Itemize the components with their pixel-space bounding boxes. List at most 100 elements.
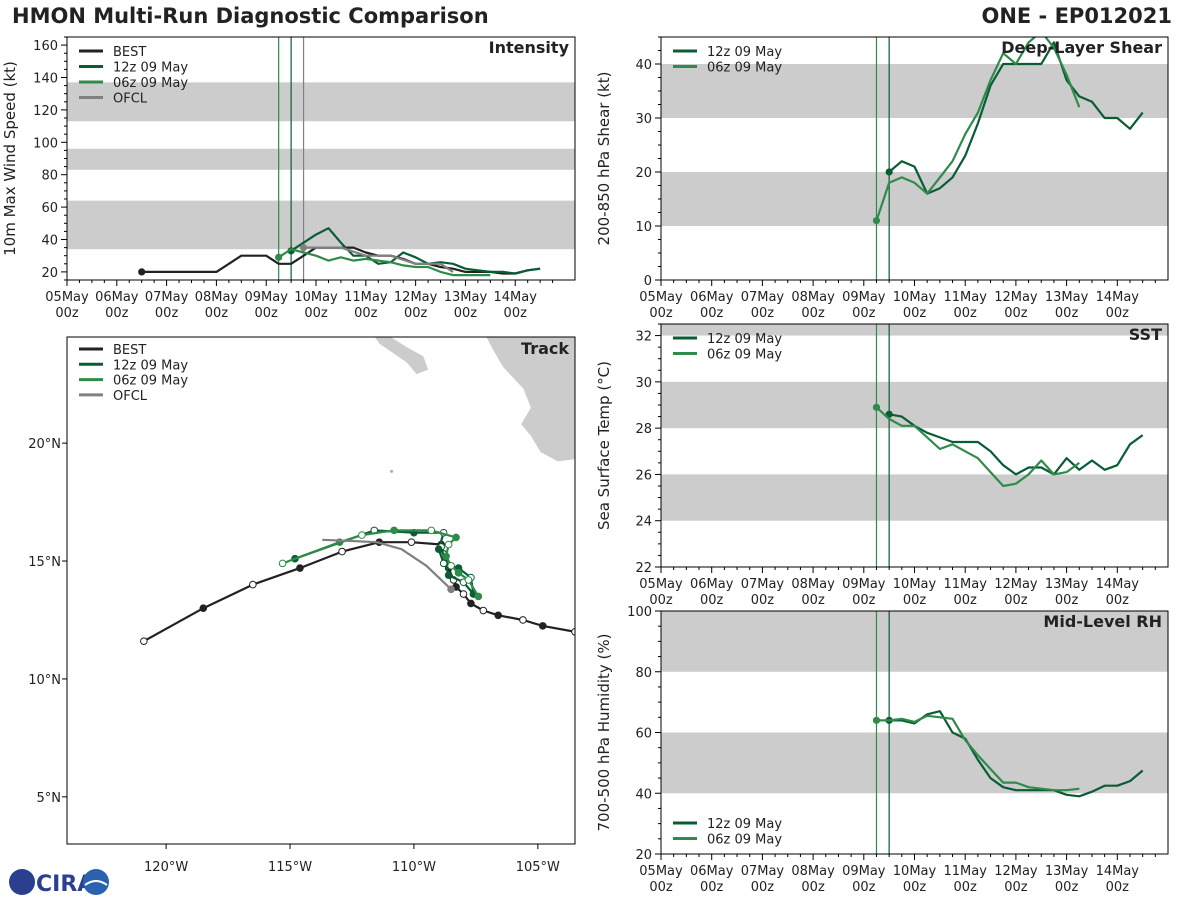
shear-xtick-label-hour-7: 00z <box>1004 306 1028 321</box>
track-point-06z-09-may <box>358 531 366 539</box>
intensity-ytick-label-3: 80 <box>41 169 58 184</box>
intensity-band-2 <box>67 82 575 122</box>
track-ytick-label-2: 15°N <box>28 555 61 570</box>
track-point-06z-09-may <box>442 552 450 561</box>
sst-ytick-label-1: 24 <box>635 515 652 530</box>
shear-xtick-label-hour-6: 00z <box>954 306 978 321</box>
intensity-xtick-label-day-9: 14May <box>494 290 538 305</box>
sst-legend-label-06z-09-may: 06z 09 May <box>707 348 782 363</box>
track-point-best <box>407 538 416 546</box>
track-xtick-label-0: 120°W <box>144 860 188 875</box>
rh-panel: 2040608010005May00z06May00z07May00z08May… <box>595 605 1169 895</box>
sst-xtick-label-day-1: 06May <box>690 577 734 592</box>
rh-band-0 <box>661 732 1168 794</box>
intensity-ytick-label-6: 140 <box>33 72 58 87</box>
emblem-wave <box>84 880 108 886</box>
intensity-xtick-label-hour-6: 00z <box>354 306 378 321</box>
track-legend-label-best: BEST <box>113 343 146 358</box>
rh-title: Mid-Level RH <box>1043 612 1162 631</box>
shear-ytick-label-1: 10 <box>635 220 652 235</box>
intensity-legend-label-best: BEST <box>113 45 146 60</box>
intensity-ytick-label-4: 100 <box>33 136 58 151</box>
sst-xtick-label-hour-9: 00z <box>1106 593 1130 608</box>
rh-ytick-label-2: 60 <box>635 727 652 742</box>
track-point-best <box>494 611 502 620</box>
sst-xtick-label-day-5: 10May <box>893 577 937 592</box>
track-point-best <box>571 627 575 636</box>
rh-xtick-label-hour-2: 00z <box>751 880 775 895</box>
sst-panel: 22242628303205May00z06May00z07May00z08Ma… <box>595 323 1169 608</box>
track-ytick-label-1: 10°N <box>28 673 61 688</box>
sst-title: SST <box>1129 325 1162 344</box>
rh-xtick-label-day-6: 11May <box>943 864 987 879</box>
track-point-06z-09-may <box>452 533 460 542</box>
intensity-xtick-label-hour-9: 00z <box>504 306 528 321</box>
shear-plot-area <box>661 37 1168 280</box>
rh-plot-area <box>661 611 1168 854</box>
intensity-xtick-label-day-7: 12May <box>394 290 438 305</box>
rh-xtick-label-hour-3: 00z <box>801 880 825 895</box>
shear-ytick-label-2: 20 <box>635 166 652 181</box>
intensity-start-point-06z-09-may <box>275 253 283 261</box>
sst-xtick-label-day-9: 14May <box>1096 577 1140 592</box>
intensity-plot-area <box>67 37 575 280</box>
rh-xtick-label-hour-1: 00z <box>700 880 724 895</box>
sst-ytick-label-4: 30 <box>635 376 652 391</box>
intensity-xtick-label-hour-0: 00z <box>55 306 79 321</box>
shear-xtick-label-day-8: 13May <box>1045 290 1089 305</box>
intensity-xtick-label-day-1: 06May <box>95 290 139 305</box>
intensity-xtick-label-hour-4: 00z <box>255 306 279 321</box>
sst-xtick-label-hour-5: 00z <box>903 593 927 608</box>
sst-xtick-label-hour-7: 00z <box>1004 593 1028 608</box>
rh-xtick-label-hour-0: 00z <box>649 880 673 895</box>
intensity-xtick-label-hour-2: 00z <box>155 306 179 321</box>
sst-xtick-label-day-3: 08May <box>791 577 835 592</box>
track-legend-label-12z-09-may: 12z 09 May <box>113 358 188 373</box>
sst-xtick-label-hour-3: 00z <box>801 593 825 608</box>
track-series-best <box>143 541 575 643</box>
intensity-xtick-label-hour-1: 00z <box>105 306 129 321</box>
track-point-best <box>519 616 527 624</box>
intensity-xtick-label-hour-3: 00z <box>205 306 229 321</box>
page-title: HMON Multi-Run Diagnostic Comparison <box>12 4 489 28</box>
shear-xtick-label-hour-5: 00z <box>903 306 927 321</box>
shear-xtick-label-hour-8: 00z <box>1055 306 1079 321</box>
intensity-ytick-label-7: 160 <box>33 39 58 54</box>
shear-xtick-label-hour-0: 00z <box>649 306 673 321</box>
rh-start-point-06z-09-may <box>872 716 881 724</box>
track-ytick-label-3: 20°N <box>28 437 61 452</box>
intensity-ytick-label-2: 60 <box>41 201 58 216</box>
sst-xtick-label-hour-8: 00z <box>1055 593 1079 608</box>
track-series-ofcl <box>322 538 452 591</box>
rh-ytick-label-3: 80 <box>635 666 652 681</box>
rh-series-12z-09-may <box>889 710 1144 798</box>
intensity-series-ofcl <box>303 246 454 273</box>
intensity-series-12z-09-may <box>290 227 541 275</box>
rh-band-1 <box>661 611 1168 672</box>
intensity-xtick-label-day-5: 10May <box>294 290 338 305</box>
shear-xtick-label-day-9: 14May <box>1096 290 1140 305</box>
intensity-legend-label-12z-09-may: 12z 09 May <box>113 61 188 76</box>
sst-xtick-label-hour-1: 00z <box>700 593 724 608</box>
track-island-socorro <box>390 469 394 473</box>
rh-xtick-label-hour-4: 00z <box>852 880 876 895</box>
shear-legend-label-12z-09-may: 12z 09 May <box>707 45 782 60</box>
sst-xtick-label-day-6: 11May <box>943 577 987 592</box>
shear-xtick-label-hour-3: 00z <box>801 306 825 321</box>
intensity-xtick-label-hour-8: 00z <box>454 306 478 321</box>
shear-xtick-label-hour-1: 00z <box>700 306 724 321</box>
rh-xtick-label-day-3: 08May <box>791 864 835 879</box>
sst-xtick-label-day-8: 13May <box>1045 577 1089 592</box>
shear-xtick-label-day-3: 08May <box>791 290 835 305</box>
track-point-12z-09-may <box>439 559 448 568</box>
track-point-06z-09-may <box>390 526 398 535</box>
track-legend-label-06z-09-may: 06z 09 May <box>113 374 188 389</box>
sst-xtick-label-hour-0: 00z <box>649 593 673 608</box>
rh-xtick-label-day-9: 14May <box>1096 864 1140 879</box>
track-point-06z-09-may <box>278 559 287 568</box>
track-point-best <box>538 622 547 630</box>
intensity-xtick-label-hour-7: 00z <box>404 306 428 321</box>
rh-series-06z-09-may <box>876 714 1080 792</box>
track-map-area <box>140 337 575 646</box>
